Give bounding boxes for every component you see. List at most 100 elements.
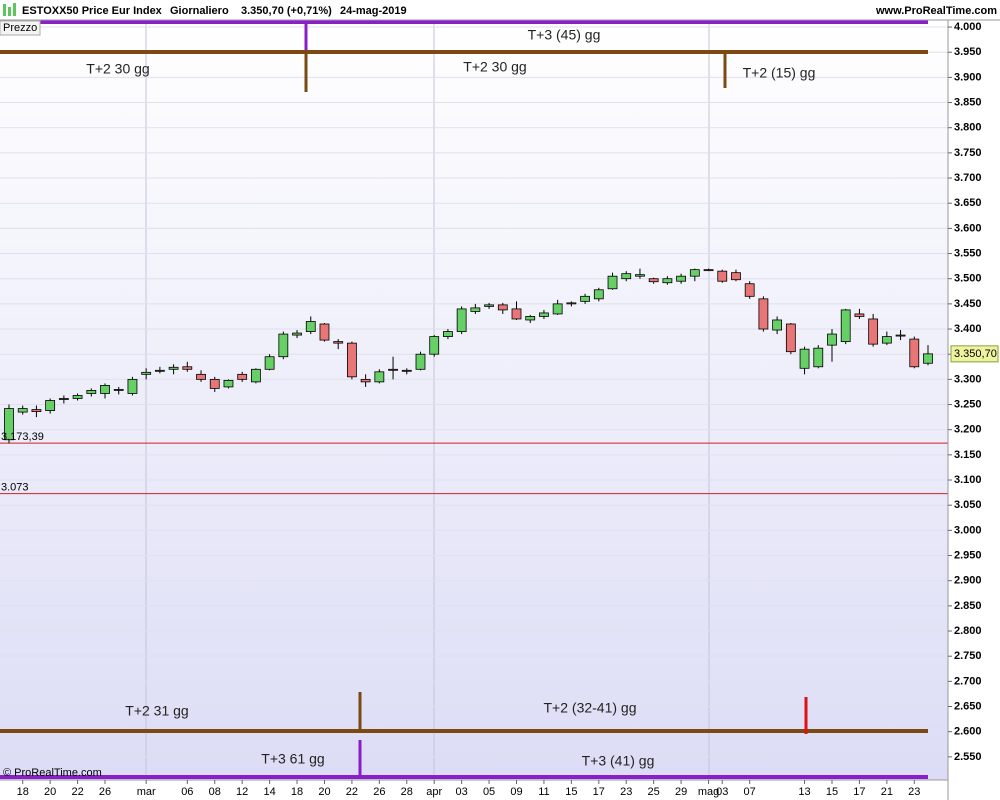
last-price-box [950, 345, 999, 363]
candle-body [86, 390, 97, 394]
y-tick-label: 3.700 [954, 172, 982, 184]
x-tick-label: 03 [716, 786, 728, 798]
source: www.ProRealTime.com [875, 5, 997, 17]
candle-body [292, 332, 302, 336]
candle-body [689, 269, 700, 277]
quote: 3.350,70 (+0,71%) [241, 5, 332, 17]
cycle-annotation: T+2 (15) gg [743, 65, 816, 81]
x-tick-label: 15 [565, 786, 577, 798]
candle-body [881, 336, 892, 344]
x-tick-label: 23 [908, 786, 920, 798]
x-tick-label: 26 [99, 786, 111, 798]
candle-body [470, 307, 481, 312]
candle-body [113, 389, 124, 391]
candle-body [45, 400, 56, 411]
candle-body [347, 342, 357, 378]
x-tick-label: 22 [346, 786, 358, 798]
candle-body [388, 368, 398, 371]
y-tick-label: 2.900 [954, 575, 982, 587]
candle-body [580, 295, 590, 302]
candle-body [703, 269, 714, 272]
candle-body [374, 371, 385, 383]
candle-body [717, 270, 728, 282]
x-tick-label: 09 [510, 786, 522, 798]
y-tick-label: 2.650 [954, 700, 982, 712]
candle-body [744, 283, 755, 297]
y-tick-label: 3.850 [954, 96, 982, 108]
candle-body [621, 273, 632, 280]
x-tick-label: 11 [538, 786, 549, 798]
candle-body [4, 408, 14, 441]
candle-body [196, 373, 206, 380]
candle-body [127, 378, 138, 394]
x-tick-label: 20 [44, 786, 56, 798]
candle-body [72, 395, 83, 399]
y-tick-label: 3.200 [954, 424, 982, 436]
y-tick-label: 2.550 [954, 751, 982, 763]
candle-body [100, 385, 110, 394]
candle-body [854, 313, 865, 317]
y-axis-panel [948, 20, 1000, 800]
candle-body [154, 369, 165, 372]
candle-body [525, 316, 536, 321]
period: Giornaliero [170, 5, 229, 17]
candle-body [429, 336, 440, 355]
logo-bar [3, 4, 6, 16]
y-tick-label: 3.650 [954, 197, 982, 209]
candle-body [141, 371, 152, 375]
candle-body [552, 303, 563, 315]
candle-body [731, 272, 741, 281]
y-tick-label: 3.050 [954, 499, 982, 511]
candle-body [909, 338, 920, 368]
candle-body [415, 353, 426, 370]
candle-body [182, 366, 193, 370]
candle-body [31, 409, 42, 412]
x-axis-panel [0, 780, 948, 800]
candle-body [662, 278, 673, 284]
x-tick-label: 13 [798, 786, 810, 798]
x-tick-label: 22 [71, 786, 83, 798]
candle-body [648, 278, 659, 283]
x-tick-label: 26 [373, 786, 385, 798]
candle-body [264, 356, 275, 370]
y-tick-label: 3.500 [954, 273, 982, 285]
candle-body [868, 318, 879, 345]
x-tick-label: 20 [318, 786, 330, 798]
panel-label-box [0, 20, 41, 36]
price-line-label: 3.073 [1, 482, 29, 494]
candle-body [456, 308, 467, 332]
candle-body [676, 275, 687, 282]
cycle-annotation: T+3 61 gg [261, 751, 324, 767]
logo-bar [8, 7, 11, 16]
date: 24-mag-2019 [340, 5, 407, 17]
x-tick-label: 25 [648, 786, 660, 798]
x-tick-label: 05 [483, 786, 495, 798]
x-tick-label: 14 [263, 786, 275, 798]
logo-bar [13, 3, 16, 16]
candle-body [484, 304, 494, 307]
x-tick-label: 17 [853, 786, 865, 798]
y-tick-label: 3.150 [954, 449, 982, 461]
x-tick-label: apr [426, 786, 442, 798]
cycle-annotation: T+2 (32-41) gg [544, 700, 637, 716]
y-tick-label: 3.550 [954, 247, 982, 259]
y-tick-label: 3.300 [954, 373, 982, 385]
y-tick-label: 3.000 [954, 524, 982, 536]
panel-label: Prezzo [3, 22, 37, 34]
candle-body [497, 304, 508, 311]
candle-body [813, 347, 824, 368]
candle-body [305, 321, 316, 332]
x-tick-label: 03 [456, 786, 468, 798]
x-tick-label: 18 [17, 786, 29, 798]
x-tick-label: 29 [675, 786, 687, 798]
candle-body [758, 298, 769, 330]
candle-body [17, 408, 28, 413]
x-tick-label: 23 [620, 786, 632, 798]
y-tick-label: 3.800 [954, 122, 982, 134]
x-tick-label: 17 [593, 786, 605, 798]
y-tick-label: 2.800 [954, 625, 982, 637]
cycle-annotation: T+2 31 gg [125, 703, 188, 719]
candle-body [785, 323, 796, 353]
y-tick-label: 2.700 [954, 675, 982, 687]
x-tick-label: 21 [881, 786, 893, 798]
